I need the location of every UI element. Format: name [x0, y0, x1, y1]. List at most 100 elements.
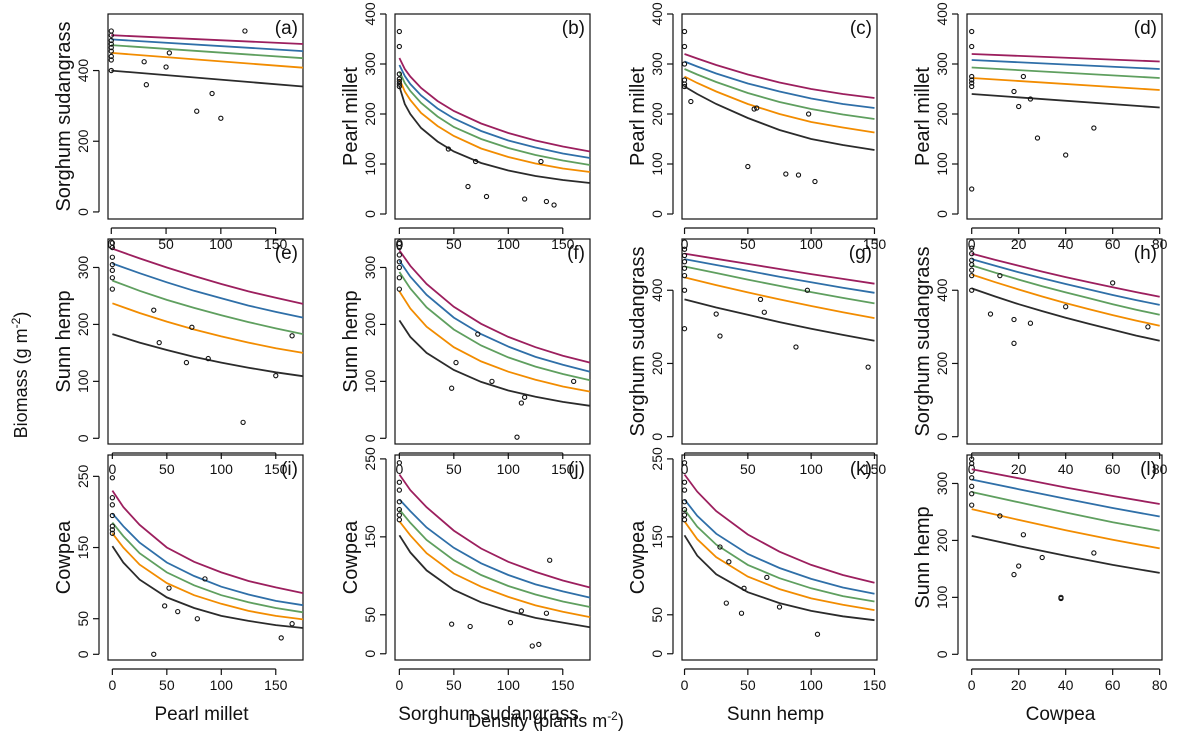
- observed-point: [969, 272, 975, 279]
- y-tick-label: 100: [934, 585, 950, 609]
- plot-frame: [681, 13, 878, 220]
- observed-point: [1063, 304, 1069, 310]
- observed-point: [489, 378, 495, 385]
- x-tick-label: 100: [799, 461, 823, 477]
- panel-tag: (e): [275, 243, 298, 264]
- y-tick-label: 0: [75, 650, 91, 658]
- x-tick-label: 0: [968, 677, 976, 693]
- plot-frame: [107, 238, 304, 445]
- panel-d: 0 100 200 300 400 0 20 40 60 80 (d) Pearl millet: [912, 2, 1168, 252]
- global-ylabel-superscript: -2: [9, 317, 23, 328]
- observed-point: [109, 475, 116, 481]
- x-tick-label: 100: [497, 461, 521, 477]
- panel-tag: (g): [849, 243, 872, 264]
- model-curve-4: [112, 262, 304, 319]
- y-tick-label: 100: [362, 152, 378, 176]
- y-tick-label: 0: [362, 210, 378, 218]
- observed-point: [681, 272, 688, 279]
- observed-point: [396, 240, 403, 247]
- observed-point: [189, 324, 195, 330]
- observed-point: [761, 309, 767, 315]
- observed-point: [1020, 73, 1027, 80]
- observed-point: [969, 77, 975, 83]
- observed-point: [108, 48, 114, 54]
- x-tick-label: 50: [158, 236, 174, 252]
- observed-point: [969, 475, 975, 481]
- observed-point: [475, 331, 481, 337]
- y-tick-label: 250: [649, 447, 665, 471]
- model-curve-1: [683, 534, 875, 622]
- observed-point: [109, 512, 116, 519]
- model-curve-1: [971, 535, 1160, 574]
- observed-point: [1027, 320, 1034, 326]
- observed-point: [396, 512, 403, 518]
- observed-point: [273, 373, 279, 379]
- model-curve-3: [683, 509, 875, 603]
- model-curve-5: [684, 252, 875, 285]
- observed-point: [1039, 554, 1045, 561]
- y-tick-label: 0: [75, 208, 91, 216]
- observed-point: [551, 202, 557, 208]
- observed-point: [465, 183, 471, 190]
- panel-c: 0 100 200 300 400 0 50 100 150 (c) Pearl millet: [627, 2, 886, 252]
- observed-point: [969, 186, 975, 192]
- observed-point: [289, 333, 295, 339]
- observed-point: [109, 275, 116, 281]
- observed-point: [109, 523, 116, 529]
- observed-point: [396, 252, 403, 258]
- observed-point: [543, 198, 550, 205]
- x-tick-label: 0: [395, 236, 403, 252]
- y-axis-label: Sorghum sudangrass: [627, 246, 649, 436]
- y-axis-label: Pearl millet: [912, 67, 934, 166]
- observed-point: [1011, 316, 1017, 323]
- observed-point: [396, 78, 403, 85]
- x-tick-label: 50: [446, 461, 462, 477]
- observed-point: [717, 544, 723, 550]
- observed-point: [529, 643, 535, 649]
- observed-point: [681, 246, 688, 252]
- observed-point: [448, 621, 455, 627]
- x-tick-label: 150: [863, 677, 887, 693]
- x-tick-label: 50: [446, 236, 462, 252]
- model-curve-1: [684, 85, 875, 151]
- observed-point: [681, 512, 688, 518]
- x-tick-label: 80: [1152, 677, 1168, 693]
- x-tick-label: 150: [264, 236, 288, 252]
- observed-point: [681, 506, 688, 513]
- plot-frame: [107, 454, 304, 661]
- model-curve-2: [971, 508, 1160, 550]
- observed-point: [1011, 571, 1017, 578]
- observed-point: [969, 502, 975, 508]
- model-curve-1: [111, 545, 304, 629]
- observed-point: [969, 80, 975, 86]
- y-axis-label: Pearl millet: [340, 67, 362, 166]
- observed-point: [969, 267, 975, 273]
- observed-point: [240, 419, 246, 426]
- plot-frame: [681, 238, 878, 445]
- panel-b: 0 100 200 300 400 0 50 100 150 (b) Pearl millet: [340, 2, 591, 252]
- observed-point: [793, 344, 799, 350]
- x-tick-label: 0: [108, 677, 116, 693]
- y-tick-label: 0: [362, 650, 378, 658]
- observed-point: [396, 517, 403, 523]
- y-tick-label: 0: [649, 650, 665, 658]
- observed-point: [445, 146, 452, 152]
- y-tick-label: 250: [362, 447, 378, 471]
- observed-point: [166, 585, 172, 591]
- model-curve-4: [398, 260, 591, 373]
- y-tick-label: 200: [934, 102, 950, 126]
- y-tick-label: 300: [934, 472, 950, 496]
- observed-point: [969, 43, 975, 50]
- observed-point: [1034, 135, 1041, 141]
- observed-point: [109, 261, 116, 268]
- y-tick-label: 300: [934, 52, 950, 76]
- observed-point: [396, 275, 403, 281]
- model-curve-2: [111, 52, 304, 69]
- model-curve-3: [684, 68, 875, 120]
- observed-point: [795, 172, 802, 178]
- observed-point: [969, 245, 975, 251]
